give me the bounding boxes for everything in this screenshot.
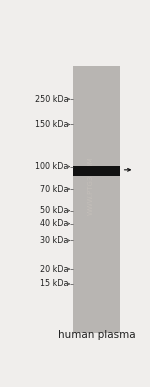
- Text: 50 kDa: 50 kDa: [40, 206, 68, 215]
- Text: 100 kDa: 100 kDa: [35, 162, 68, 171]
- Text: human plasma: human plasma: [58, 330, 135, 341]
- Text: WWW.PTG3.COM: WWW.PTG3.COM: [88, 156, 94, 215]
- Bar: [73, 66, 120, 332]
- Bar: [73, 166, 120, 176]
- Text: 30 kDa: 30 kDa: [40, 236, 68, 245]
- Text: 40 kDa: 40 kDa: [40, 219, 68, 228]
- Text: 250 kDa: 250 kDa: [34, 95, 68, 104]
- Text: 15 kDa: 15 kDa: [40, 279, 68, 288]
- Text: 20 kDa: 20 kDa: [40, 265, 68, 274]
- Text: 150 kDa: 150 kDa: [35, 120, 68, 129]
- Text: 70 kDa: 70 kDa: [40, 185, 68, 194]
